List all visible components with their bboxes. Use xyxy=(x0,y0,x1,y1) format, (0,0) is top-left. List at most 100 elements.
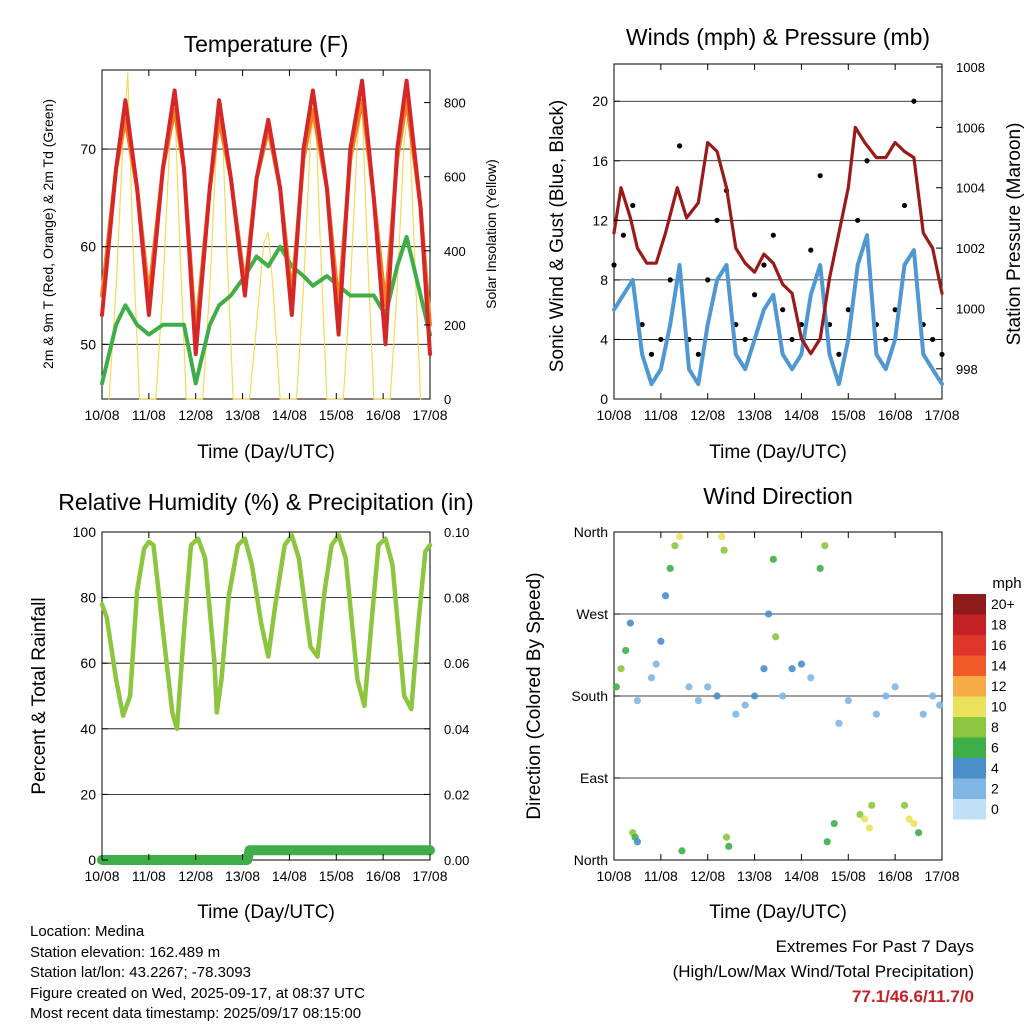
direction-point xyxy=(910,819,918,828)
direction-point xyxy=(816,564,824,573)
y2-tick-label: 1000 xyxy=(956,301,985,316)
colorbar-label: 10 xyxy=(991,699,1007,715)
gust-point xyxy=(751,292,758,298)
x-tick-label: 15/08 xyxy=(319,868,354,884)
y2-tick-label: 600 xyxy=(444,170,466,185)
direction-point xyxy=(905,815,913,823)
x-tick-label: 12/08 xyxy=(178,407,213,423)
gust-point xyxy=(836,351,842,357)
direction-point xyxy=(807,674,815,682)
y-tick-label: 50 xyxy=(80,336,96,352)
gust-point xyxy=(742,336,748,343)
gust-point xyxy=(705,277,711,283)
x-tick-label: 13/08 xyxy=(737,868,772,884)
x-tick-label: 16/08 xyxy=(366,868,401,884)
y-tick-label: 20 xyxy=(592,93,608,109)
direction-point xyxy=(797,660,806,668)
y-tick-label: 0 xyxy=(600,391,608,407)
y-tick-label: South xyxy=(571,688,608,704)
y-tick-label: 100 xyxy=(73,524,97,540)
y-tick-label: 60 xyxy=(80,239,96,255)
gust-point xyxy=(930,336,936,343)
gust-point xyxy=(883,336,889,343)
x-tick-label: 17/08 xyxy=(412,407,447,423)
direction-point xyxy=(722,833,731,841)
direction-point xyxy=(661,592,670,600)
y-tick-label: 60 xyxy=(80,655,96,671)
direction-point xyxy=(685,683,693,691)
direction-point xyxy=(821,542,829,550)
extremes-title: Extremes For Past 7 Days xyxy=(775,937,974,956)
direction-xlabel: Time (Day/UTC) xyxy=(709,902,847,923)
direction-point xyxy=(929,692,937,700)
direction-point xyxy=(765,610,773,618)
gust-point xyxy=(911,98,917,104)
direction-point xyxy=(760,665,768,673)
gust-point xyxy=(639,321,645,328)
colorbar-swatch xyxy=(953,635,986,656)
direction-point xyxy=(872,710,881,718)
y-tick-label: 4 xyxy=(600,331,608,347)
y-tick-label: East xyxy=(580,770,608,786)
direction-point xyxy=(713,692,721,700)
gust-point xyxy=(611,262,617,268)
station-pressure-line xyxy=(612,125,944,356)
colorbar-label: 12 xyxy=(991,678,1007,694)
y-tick-label: 16 xyxy=(592,153,608,169)
direction-point xyxy=(676,532,684,541)
extremes-values: 77.1/46.6/11.7/0 xyxy=(852,987,974,1006)
direction-point xyxy=(750,692,759,700)
humidity-panel: Relative Humidity (%) & Precipitation (i… xyxy=(29,489,474,923)
temperature-series xyxy=(100,72,432,400)
humidity-title: Relative Humidity (%) & Precipitation (i… xyxy=(58,489,473,515)
colorbar-swatch xyxy=(953,655,986,676)
colorbar-swatch xyxy=(953,717,986,738)
gust-point xyxy=(892,307,898,313)
gust-point xyxy=(761,262,767,268)
y2-tick-label: 0.00 xyxy=(444,853,469,868)
x-tick-label: 14/08 xyxy=(272,868,307,884)
dewpoint-line xyxy=(100,234,432,386)
direction-point xyxy=(666,564,674,573)
gust-point xyxy=(695,351,701,357)
x-tick-label: 14/08 xyxy=(784,868,819,884)
winds-title: Winds (mph) & Pressure (mb) xyxy=(626,24,930,50)
x-tick-label: 12/08 xyxy=(690,868,725,884)
direction-point xyxy=(779,692,787,700)
y-tick-label: West xyxy=(576,606,608,622)
gust-point xyxy=(648,351,655,357)
direction-point xyxy=(919,710,927,718)
x-tick-label: 13/08 xyxy=(737,407,772,423)
recent-timestamp: Most recent data timestamp: 2025/09/17 0… xyxy=(30,1005,362,1022)
x-tick-label: 16/08 xyxy=(878,868,913,884)
temperature-ylabel-right: Solar Insolation (Yellow) xyxy=(483,159,499,309)
direction-point xyxy=(704,683,712,691)
direction-point xyxy=(633,696,642,705)
x-tick-label: 16/08 xyxy=(366,407,401,423)
y-tick-label: 0 xyxy=(88,852,96,868)
colorbar-swatch xyxy=(953,737,986,758)
direction-point xyxy=(788,665,796,673)
direction-point xyxy=(772,633,780,641)
direction-point xyxy=(652,660,660,668)
direction-point xyxy=(823,838,831,846)
sonic-wind-line xyxy=(612,233,944,387)
colorbar-swatch xyxy=(953,758,986,779)
colorbar-label: 14 xyxy=(991,658,1007,674)
x-tick-label: 15/08 xyxy=(831,868,866,884)
direction-point xyxy=(622,646,630,655)
humidity-ylabel-left: Percent & Total Rainfall xyxy=(29,597,50,794)
direction-point xyxy=(612,683,620,691)
extremes-box: Extremes For Past 7 Days (High/Low/Max W… xyxy=(554,934,974,1009)
direction-panel: Wind Direction NorthEastSouthWestNorth10… xyxy=(524,483,1022,923)
gust-point xyxy=(939,351,945,357)
direction-point xyxy=(868,801,876,809)
direction-point xyxy=(936,701,944,709)
y-tick-label: North xyxy=(574,524,608,540)
direction-point xyxy=(882,692,890,700)
direction-point xyxy=(741,701,749,709)
y2-tick-label: 0.04 xyxy=(444,722,469,737)
colorbar-label: 6 xyxy=(991,740,999,756)
direction-title: Wind Direction xyxy=(703,483,853,509)
direction-point xyxy=(718,532,726,541)
